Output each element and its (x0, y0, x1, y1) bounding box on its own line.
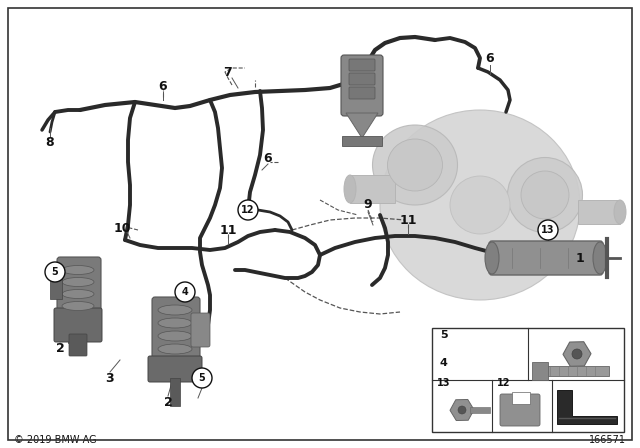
FancyBboxPatch shape (148, 356, 202, 382)
Ellipse shape (485, 242, 499, 274)
Text: © 2019 BMW AG: © 2019 BMW AG (14, 435, 97, 445)
Text: 4: 4 (440, 358, 448, 368)
Bar (68, 313, 76, 343)
Ellipse shape (62, 289, 94, 298)
FancyBboxPatch shape (152, 297, 200, 363)
Ellipse shape (158, 305, 192, 315)
Text: 12: 12 (497, 378, 511, 388)
Ellipse shape (450, 176, 510, 234)
Circle shape (458, 406, 466, 414)
Ellipse shape (158, 331, 192, 341)
Ellipse shape (380, 110, 580, 300)
Bar (170, 378, 180, 406)
FancyBboxPatch shape (57, 257, 101, 318)
Text: 8: 8 (45, 135, 54, 148)
Text: 11: 11 (220, 224, 237, 237)
Ellipse shape (344, 175, 356, 203)
Bar (350, 175, 395, 203)
Bar (532, 362, 548, 380)
FancyBboxPatch shape (349, 59, 375, 71)
FancyBboxPatch shape (349, 73, 375, 85)
Polygon shape (557, 390, 617, 424)
Polygon shape (346, 113, 378, 138)
Bar (512, 392, 530, 404)
Text: 2: 2 (164, 396, 172, 409)
FancyBboxPatch shape (489, 241, 603, 275)
Ellipse shape (372, 125, 458, 205)
Text: 13: 13 (437, 378, 451, 388)
Ellipse shape (614, 200, 626, 224)
Text: 7: 7 (223, 65, 232, 78)
Text: 13: 13 (541, 225, 555, 235)
Circle shape (192, 368, 212, 388)
Bar (578, 200, 620, 224)
Bar (432, 328, 624, 432)
Bar (537, 366, 609, 376)
Circle shape (238, 200, 258, 220)
Text: 6: 6 (264, 151, 272, 164)
Text: 10: 10 (113, 221, 131, 234)
Ellipse shape (62, 266, 94, 275)
Text: 6: 6 (486, 52, 494, 65)
Bar (470, 407, 490, 413)
Text: 2: 2 (56, 341, 65, 354)
Ellipse shape (158, 344, 192, 354)
Bar (50, 277, 62, 299)
Ellipse shape (62, 302, 94, 310)
Text: 9: 9 (364, 198, 372, 211)
Ellipse shape (387, 139, 442, 191)
FancyBboxPatch shape (54, 308, 102, 342)
FancyBboxPatch shape (341, 55, 383, 116)
Text: 6: 6 (159, 79, 167, 92)
Ellipse shape (521, 171, 569, 219)
FancyBboxPatch shape (349, 87, 375, 99)
Ellipse shape (593, 242, 607, 274)
Text: 11: 11 (399, 214, 417, 227)
Ellipse shape (158, 318, 192, 328)
Ellipse shape (62, 277, 94, 287)
Bar (342, 136, 382, 146)
Circle shape (572, 349, 582, 359)
Text: 1: 1 (575, 251, 584, 264)
Circle shape (175, 282, 195, 302)
Text: 12: 12 (241, 205, 255, 215)
Text: 3: 3 (106, 371, 115, 384)
Text: 5: 5 (440, 330, 447, 340)
FancyBboxPatch shape (500, 394, 540, 426)
Circle shape (45, 262, 65, 282)
Text: 5: 5 (52, 267, 58, 277)
FancyBboxPatch shape (69, 334, 87, 356)
Text: 166571: 166571 (589, 435, 626, 445)
Ellipse shape (508, 158, 582, 233)
FancyBboxPatch shape (191, 313, 210, 347)
Text: 4: 4 (182, 287, 188, 297)
Text: 5: 5 (198, 373, 205, 383)
Circle shape (538, 220, 558, 240)
